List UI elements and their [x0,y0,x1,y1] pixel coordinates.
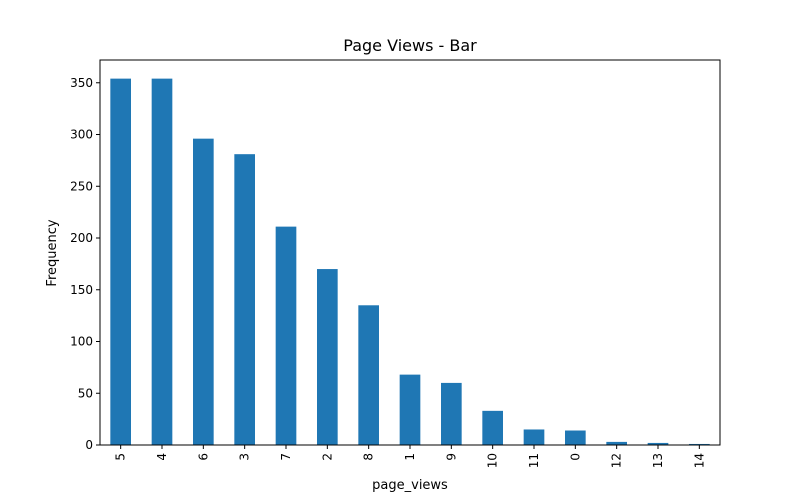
bar-1 [399,374,421,445]
bar-3 [234,154,255,445]
bar-14 [689,443,710,445]
bar-13 [647,442,669,445]
y-tick-label: 300 [70,128,93,142]
x-tick-label: 6 [196,453,210,461]
y-tick-label: 200 [70,231,93,245]
x-tick-label: 4 [155,453,169,461]
x-tick-label: 3 [238,453,252,461]
x-tick-label: 10 [486,453,500,468]
y-tick-label: 250 [70,179,93,193]
bar-10 [482,410,503,445]
bar-7 [275,226,297,445]
y-axis: 0 50 100 150 200 250 300 350 [70,76,100,452]
x-tick-label: 2 [320,453,334,461]
plot-area [110,78,710,446]
y-tick-label: 350 [70,76,93,90]
chart-title: Page Views - Bar [343,36,477,55]
x-tick-label: 7 [279,453,293,461]
bar-11 [523,429,545,445]
bar-9 [441,382,462,445]
x-tick-label: 11 [527,453,541,468]
x-tick-label: 8 [362,453,376,461]
bar-8 [358,305,379,445]
x-axis: 5 4 6 3 7 2 8 1 9 10 11 0 12 13 14 [114,445,706,468]
x-tick-label: 13 [651,453,665,468]
y-tick-label: 0 [85,438,93,452]
x-tick-label: 14 [692,453,706,468]
y-axis-label: Frequency [45,219,60,286]
bar-12 [606,441,627,445]
bar-0 [565,430,586,445]
x-tick-label: 0 [568,453,582,461]
bar-4 [151,78,173,446]
bar-5 [110,78,131,446]
x-tick-label: 9 [444,453,458,461]
x-axis-label: page_views [372,478,448,493]
x-tick-label: 5 [114,453,128,461]
x-tick-label: 1 [403,453,417,461]
bar-2 [317,269,338,445]
y-tick-label: 150 [70,283,93,297]
y-tick-label: 50 [78,386,93,400]
y-tick-label: 100 [70,335,93,349]
x-tick-label: 12 [610,453,624,468]
bar-6 [193,138,214,445]
